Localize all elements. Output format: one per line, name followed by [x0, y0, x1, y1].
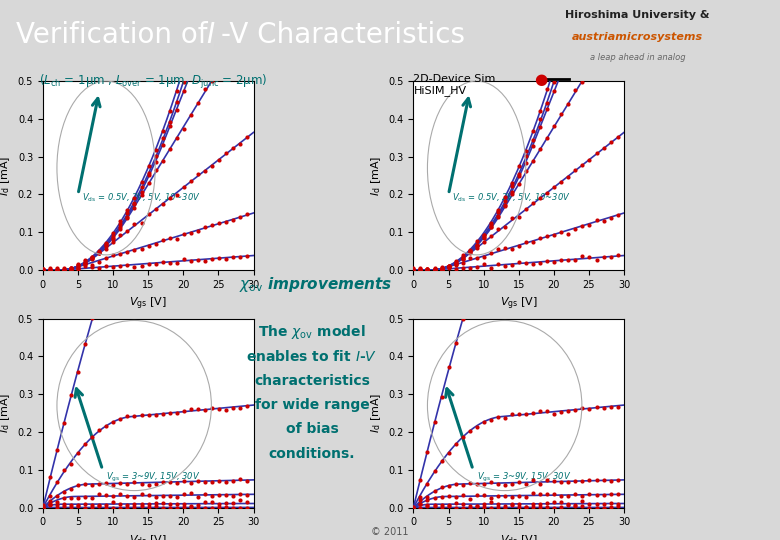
Text: 2D-Device Sim.: 2D-Device Sim.: [413, 74, 499, 84]
Y-axis label: $I_{\rm d}$ [mA]: $I_{\rm d}$ [mA]: [369, 393, 383, 433]
Text: $\chi_{\rm ov}$ improvements: $\chi_{\rm ov}$ improvements: [239, 274, 392, 294]
Text: The $\chi_{\rm ov}$ model: The $\chi_{\rm ov}$ model: [258, 323, 366, 341]
Text: $(L_{\rm ch}$ = 1μm , $L_{\rm over}$ = 1μm, $D_{\rm junc}$ = 2μm): $(L_{\rm ch}$ = 1μm , $L_{\rm over}$ = 1…: [39, 73, 268, 91]
X-axis label: $V_{\rm gs}$ [V]: $V_{\rm gs}$ [V]: [500, 295, 537, 312]
Text: Verification of: Verification of: [16, 21, 216, 49]
Y-axis label: $I_{\rm d}$ [mA]: $I_{\rm d}$ [mA]: [369, 156, 383, 195]
Text: austriamicrosystems: austriamicrosystems: [573, 31, 704, 42]
Text: I: I: [207, 21, 215, 49]
X-axis label: $V_{\rm ds}$ [V]: $V_{\rm ds}$ [V]: [129, 533, 167, 540]
X-axis label: $V_{\rm ds}$ [V]: $V_{\rm ds}$ [V]: [500, 533, 537, 540]
Text: ●: ●: [534, 72, 548, 87]
Text: HiSIM_HV: HiSIM_HV: [413, 85, 466, 96]
Text: a leap ahead in analog: a leap ahead in analog: [590, 53, 686, 62]
X-axis label: $V_{\rm gs}$ [V]: $V_{\rm gs}$ [V]: [129, 295, 167, 312]
Text: characteristics: characteristics: [254, 374, 370, 388]
Text: of bias: of bias: [285, 422, 339, 436]
Text: © 2011: © 2011: [371, 527, 409, 537]
Text: $V_{\rm ds}$ = 0.5V, 2V, 5V, 10~30V: $V_{\rm ds}$ = 0.5V, 2V, 5V, 10~30V: [452, 191, 571, 204]
Text: $V_{\rm gs}$ = 3~9V, 15V, 30V: $V_{\rm gs}$ = 3~9V, 15V, 30V: [106, 471, 200, 484]
Y-axis label: $I_{\rm d}$ [mA]: $I_{\rm d}$ [mA]: [0, 156, 12, 195]
Text: for wide range: for wide range: [254, 398, 370, 412]
Text: enables to fit $I$-$V$: enables to fit $I$-$V$: [246, 349, 378, 364]
Text: conditions.: conditions.: [269, 447, 355, 461]
Text: -V Characteristics: -V Characteristics: [221, 21, 465, 49]
Text: Hiroshima University &: Hiroshima University &: [566, 10, 710, 21]
Text: $V_{\rm ds}$ = 0.5V, 2V, 5V, 10~30V: $V_{\rm ds}$ = 0.5V, 2V, 5V, 10~30V: [81, 191, 200, 204]
Text: $V_{\rm gs}$ = 3~9V, 15V, 30V: $V_{\rm gs}$ = 3~9V, 15V, 30V: [477, 471, 571, 484]
Y-axis label: $I_{\rm d}$ [mA]: $I_{\rm d}$ [mA]: [0, 393, 12, 433]
